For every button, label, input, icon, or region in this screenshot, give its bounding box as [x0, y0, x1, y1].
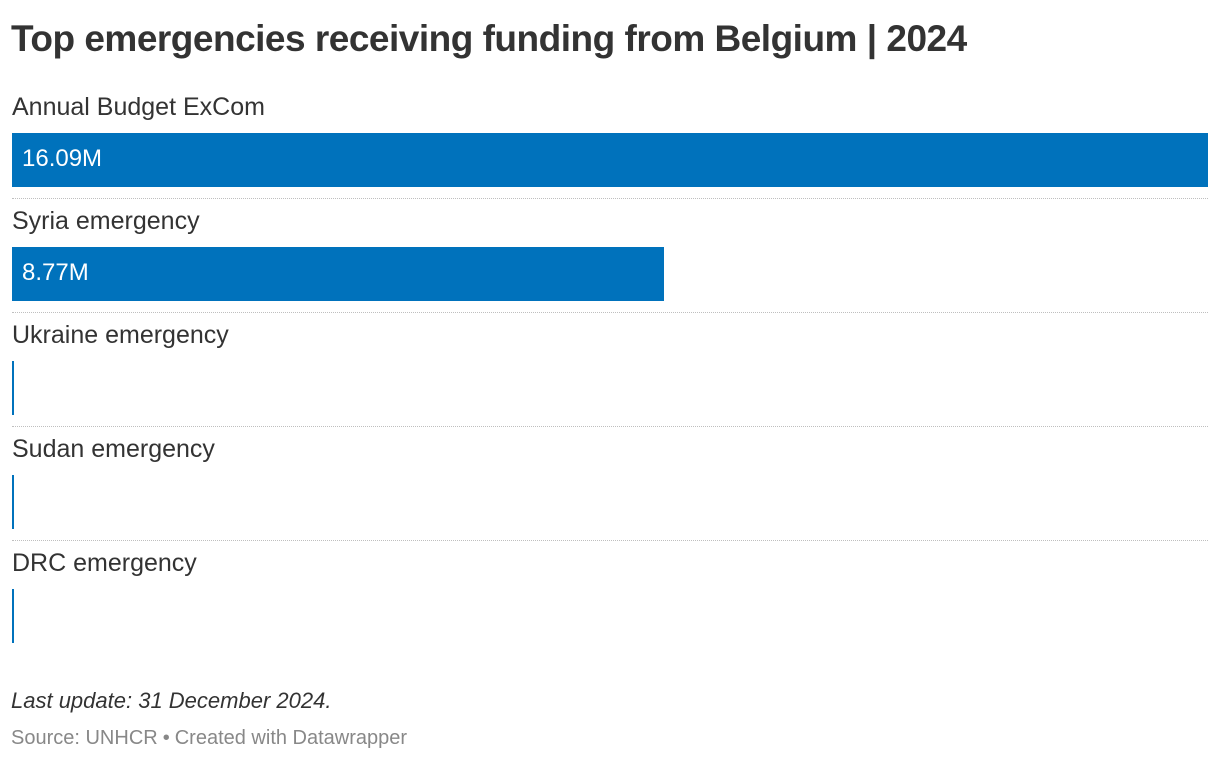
category-label: Annual Budget ExCom	[12, 93, 265, 121]
category-label: Ukraine emergency	[12, 321, 229, 349]
bar-value-label: 8.77M	[22, 259, 89, 286]
bar-track	[12, 589, 1208, 643]
credit-link[interactable]: Created with Datawrapper	[174, 727, 408, 749]
bar-track	[12, 475, 1208, 529]
chart-row: Annual Budget ExCom 16.09M	[12, 88, 1208, 202]
category-label: Sudan emergency	[12, 435, 215, 463]
bar[interactable]	[12, 361, 14, 415]
bar-value-label: 16.09M	[22, 145, 103, 172]
category-label: Syria emergency	[12, 207, 200, 235]
last-update-note: Last update: 31 December 2024.	[11, 688, 332, 713]
separator-dot: •	[162, 727, 170, 749]
bar[interactable]	[12, 475, 14, 529]
bar[interactable]	[12, 247, 664, 301]
row-divider	[12, 426, 1208, 427]
bar[interactable]	[12, 589, 14, 643]
row-divider	[12, 198, 1208, 199]
row-divider	[12, 312, 1208, 313]
bar-chart: Annual Budget ExCom 16.09M Syria emergency…	[12, 88, 1208, 658]
bar[interactable]	[12, 133, 1208, 187]
category-label: DRC emergency	[12, 549, 197, 577]
bar-track: 16.09M	[12, 133, 1208, 187]
bar-track	[12, 361, 1208, 415]
chart-row: DRC emergency	[12, 544, 1208, 658]
chart-row: Syria emergency 8.77M	[12, 202, 1208, 316]
chart-row: Ukraine emergency	[12, 316, 1208, 430]
source-line: Source: UNHCR • Created with Datawrapper	[11, 727, 407, 750]
source-text: Source: UNHCR	[11, 727, 158, 749]
bar-track: 8.77M	[12, 247, 1208, 301]
chart-row: Sudan emergency	[12, 430, 1208, 544]
row-divider	[12, 540, 1208, 541]
chart-title: Top emergencies receiving funding from B…	[11, 18, 967, 59]
